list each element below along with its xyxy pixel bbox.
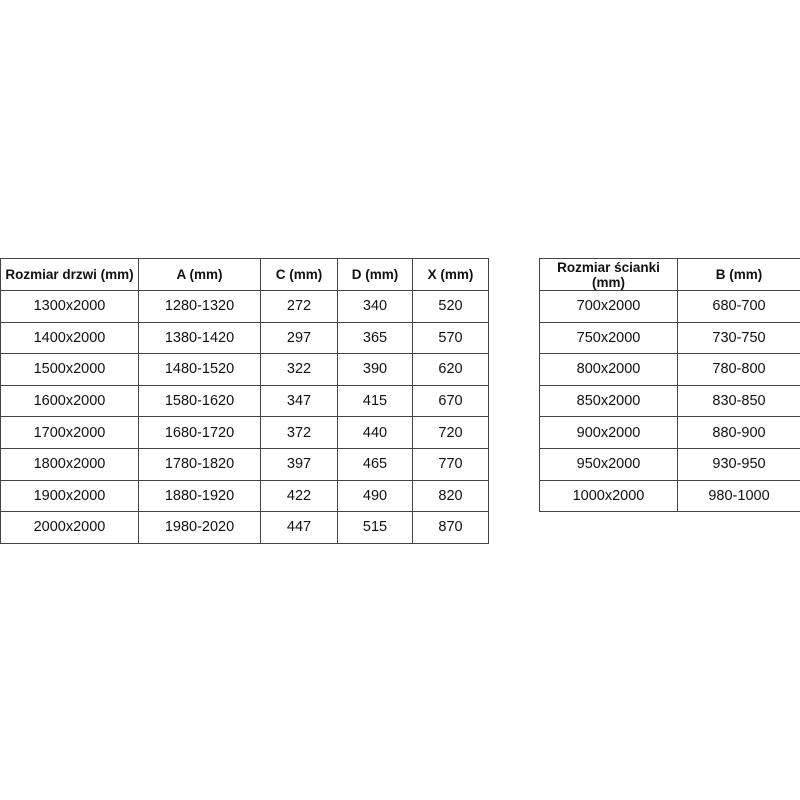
table-cell: 297 <box>260 321 338 355</box>
table-cell: 1000x2000 <box>539 479 678 513</box>
table-cell: 900x2000 <box>539 416 678 449</box>
table-row: 1400x2000 1380-1420 297 365 570 <box>0 321 489 355</box>
table-cell: 870 <box>412 511 489 544</box>
table-cell: 365 <box>337 321 413 355</box>
table-row: 2000x2000 1980-2020 447 515 870 <box>0 511 489 544</box>
table-row: 950x2000 930-950 <box>539 447 800 481</box>
column-header: B (mm) <box>677 258 800 291</box>
table-row: 1500x2000 1480-1520 322 390 620 <box>0 353 489 386</box>
column-header: A (mm) <box>138 258 261 291</box>
table-row: 850x2000 830-850 <box>539 384 800 418</box>
table-cell: 770 <box>412 447 489 481</box>
table-cell: 830-850 <box>677 384 800 418</box>
table-cell: 1980-2020 <box>138 511 261 544</box>
table-cell: 440 <box>337 416 413 449</box>
table-row: 1800x2000 1780-1820 397 465 770 <box>0 447 489 481</box>
table-cell: 1380-1420 <box>138 321 261 355</box>
table-row: 1600x2000 1580-1620 347 415 670 <box>0 384 489 418</box>
column-header: X (mm) <box>412 258 489 291</box>
column-header: D (mm) <box>337 258 413 291</box>
column-header: C (mm) <box>260 258 338 291</box>
table-cell: 1700x2000 <box>0 416 139 449</box>
column-header: Rozmiar drzwi (mm) <box>0 258 139 291</box>
table-cell: 447 <box>260 511 338 544</box>
table-cell: 372 <box>260 416 338 449</box>
table-cell: 340 <box>337 290 413 323</box>
table-cell: 490 <box>337 479 413 513</box>
table-header-row: Rozmiar ścianki (mm) B (mm) <box>539 258 800 291</box>
table-row: 1300x2000 1280-1320 272 340 520 <box>0 290 489 323</box>
table-row: 1900x2000 1880-1920 422 490 820 <box>0 479 489 513</box>
table-row: 1000x2000 980-1000 <box>539 479 800 513</box>
table-cell: 520 <box>412 290 489 323</box>
table-row: 800x2000 780-800 <box>539 353 800 386</box>
table-cell: 272 <box>260 290 338 323</box>
table-cell: 415 <box>337 384 413 418</box>
table-cell: 780-800 <box>677 353 800 386</box>
table-cell: 322 <box>260 353 338 386</box>
table-cell: 1880-1920 <box>138 479 261 513</box>
table-cell: 422 <box>260 479 338 513</box>
table-cell: 1500x2000 <box>0 353 139 386</box>
table-cell: 980-1000 <box>677 479 800 513</box>
table-cell: 670 <box>412 384 489 418</box>
table-cell: 2000x2000 <box>0 511 139 544</box>
table-cell: 1280-1320 <box>138 290 261 323</box>
table-cell: 700x2000 <box>539 290 678 323</box>
table-cell: 1800x2000 <box>0 447 139 481</box>
table-cell: 1480-1520 <box>138 353 261 386</box>
table-cell: 390 <box>337 353 413 386</box>
table-cell: 850x2000 <box>539 384 678 418</box>
table-row: 750x2000 730-750 <box>539 321 800 355</box>
table-cell: 750x2000 <box>539 321 678 355</box>
table-cell: 880-900 <box>677 416 800 449</box>
table-cell: 1300x2000 <box>0 290 139 323</box>
table-cell: 820 <box>412 479 489 513</box>
table-cell: 347 <box>260 384 338 418</box>
table-cell: 1780-1820 <box>138 447 261 481</box>
table-cell: 570 <box>412 321 489 355</box>
table-row: 700x2000 680-700 <box>539 290 800 323</box>
table-cell: 1680-1720 <box>138 416 261 449</box>
table-cell: 1600x2000 <box>0 384 139 418</box>
table-cell: 1580-1620 <box>138 384 261 418</box>
table-cell: 730-750 <box>677 321 800 355</box>
table-cell: 465 <box>337 447 413 481</box>
column-header: Rozmiar ścianki (mm) <box>539 258 678 291</box>
table-row: 1700x2000 1680-1720 372 440 720 <box>0 416 489 449</box>
table-cell: 930-950 <box>677 447 800 481</box>
wall-size-table: Rozmiar ścianki (mm) B (mm) 700x2000 680-7… <box>539 258 800 513</box>
table-cell: 397 <box>260 447 338 481</box>
table-cell: 620 <box>412 353 489 386</box>
table-cell: 950x2000 <box>539 447 678 481</box>
table-cell: 680-700 <box>677 290 800 323</box>
table-cell: 720 <box>412 416 489 449</box>
table-header-row: Rozmiar drzwi (mm) A (mm) C (mm) D (mm) X (m… <box>0 258 489 291</box>
door-size-table: Rozmiar drzwi (mm) A (mm) C (mm) D (mm) X (m… <box>0 258 489 544</box>
table-cell: 800x2000 <box>539 353 678 386</box>
table-row: 900x2000 880-900 <box>539 416 800 449</box>
table-cell: 1400x2000 <box>0 321 139 355</box>
table-cell: 1900x2000 <box>0 479 139 513</box>
table-cell: 515 <box>337 511 413 544</box>
